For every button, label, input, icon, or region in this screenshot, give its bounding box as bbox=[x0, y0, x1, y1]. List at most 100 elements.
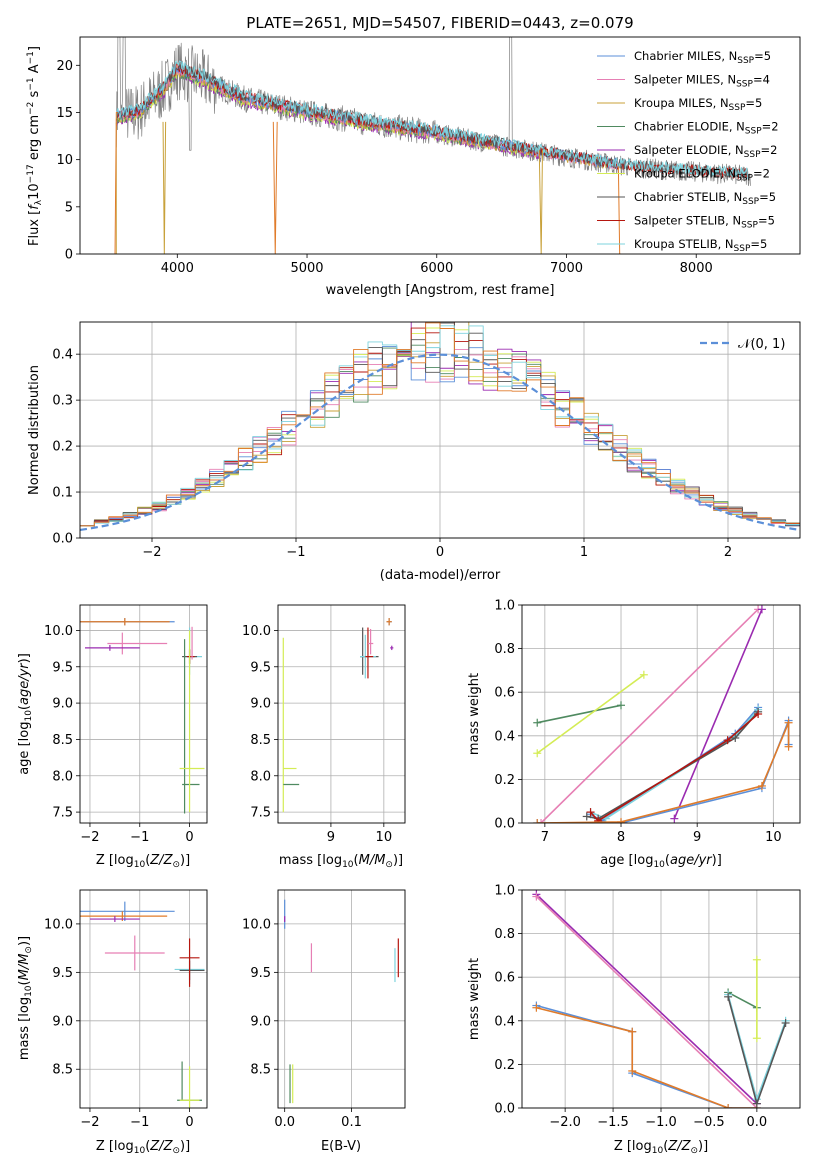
x-axis-label: Z [log10(Z/Z⊙)] bbox=[96, 1139, 190, 1156]
x-tick-label: −1.0 bbox=[645, 1115, 677, 1130]
panel-weight-vs-age: 7 8 9 10 0.0 0.2 0.4 0.6 0.8 1.0 age [log10(age/yr… bbox=[467, 599, 801, 870]
y-tick-label: 0 bbox=[65, 248, 73, 263]
y-tick-label: 7.5 bbox=[250, 806, 271, 821]
weight-line-orange bbox=[536, 1006, 757, 1108]
histogram-kroupa_stelib bbox=[80, 325, 800, 527]
y-tick-label: 10.0 bbox=[242, 917, 271, 932]
x-tick-label: 0.0 bbox=[747, 1115, 768, 1130]
plot-area bbox=[533, 605, 793, 823]
plot-area bbox=[80, 901, 205, 1108]
panel-weight-vs-Z: −2.0 −1.5 −1.0 −0.5 0.0 0.0 0.2 0.4 0.6 0.8 1.0 Z [… bbox=[467, 884, 801, 1156]
legend-entry: Chabrier MILES, NSSP=5 bbox=[634, 49, 771, 66]
y-tick-label: 8.5 bbox=[250, 733, 271, 748]
plot-area bbox=[80, 322, 800, 532]
x-tick-label: −2.0 bbox=[549, 1115, 581, 1130]
x-axis-label: Z [log10(Z/Z⊙)] bbox=[96, 853, 190, 870]
panel-spectrum: 4000 5000 6000 7000 8000 0 5 10 15 20 wavelength [… bbox=[26, 36, 801, 298]
grid bbox=[80, 890, 207, 1108]
legend-entry: Salpeter MILES, NSSP=4 bbox=[634, 73, 770, 90]
x-axis-label: age [log10(age/yr)] bbox=[600, 853, 722, 870]
y-axis-label: mass weight bbox=[467, 958, 482, 1040]
y-tick-label: 9.5 bbox=[250, 966, 271, 981]
panel-residuals: −2 −1 0 1 2 0.0 0.1 0.2 0.3 0.4 𝒩(0, 1) (data-model… bbox=[27, 321, 801, 583]
grid bbox=[278, 605, 405, 823]
x-axis-label: mass [log10(M/M⊙)] bbox=[279, 853, 403, 870]
x-tick-label: 7000 bbox=[550, 261, 583, 276]
plot-area bbox=[114, 37, 751, 254]
x-axis-label: (data-model)/error bbox=[380, 568, 501, 583]
x-tick-label: 0 bbox=[185, 1115, 193, 1130]
x-tick-label: 4000 bbox=[161, 261, 194, 276]
weight-line-salpeter_stelib bbox=[589, 713, 759, 822]
model-dropout bbox=[114, 111, 118, 254]
axes: −2 −1 0 1 2 0.0 0.1 0.2 0.3 0.4 𝒩(0, 1) (data-model… bbox=[27, 321, 801, 583]
x-tick-label: −2 bbox=[80, 1115, 99, 1130]
y-tick-label: 0.8 bbox=[494, 642, 515, 657]
y-tick-label: 8.0 bbox=[52, 769, 73, 784]
y-tick-label: 5 bbox=[65, 200, 73, 215]
weight-line-kroupa_elodie bbox=[536, 674, 645, 754]
legend-entry: Salpeter STELIB, NSSP=5 bbox=[634, 214, 775, 231]
panel-age-vs-Z: −2 −1 0 7.5 8.0 8.5 9.0 9.5 10.0 Z [log10(Z/Z⊙)] a… bbox=[17, 604, 208, 870]
y-axis-label: Flux [fλ10−17 erg cm−2 s−1 A−1] bbox=[26, 46, 44, 246]
y-axis-label: mass weight bbox=[467, 673, 482, 755]
axes: −2.0 −1.5 −1.0 −0.5 0.0 0.0 0.2 0.4 0.6 0.8 1.0 Z [… bbox=[467, 884, 801, 1156]
axes: −2 −1 0 8.5 9.0 9.5 10.0 Z [log10(Z/Z⊙)] mass [l… bbox=[17, 889, 208, 1156]
y-tick-label: 9.0 bbox=[250, 697, 271, 712]
y-tick-label: 9.0 bbox=[52, 1014, 73, 1029]
weight-line-chabrier_elodie bbox=[537, 704, 622, 724]
x-tick-label: 7 bbox=[541, 830, 549, 845]
axes-frame bbox=[521, 604, 801, 824]
y-axis-label: age [log10(age/yr)] bbox=[17, 653, 34, 775]
axes-frame bbox=[277, 604, 406, 824]
panel-mass-vs-Z: −2 −1 0 8.5 9.0 9.5 10.0 Z [log10(Z/Z⊙)] mass [l… bbox=[17, 889, 208, 1156]
panel-age-vs-mass: 9 10 7.5 8.0 8.5 9.0 9.5 10.0 mass [log10(M/M⊙)] bbox=[242, 604, 406, 870]
y-tick-label: 0.1 bbox=[52, 486, 73, 501]
axes-frame bbox=[79, 36, 801, 255]
x-tick-label: −0.5 bbox=[693, 1115, 725, 1130]
weight-line-salpeter_elodie bbox=[673, 609, 763, 819]
y-tick-label: 7.5 bbox=[52, 806, 73, 821]
y-tick-label: 10.0 bbox=[242, 624, 271, 639]
y-tick-label: 8.5 bbox=[52, 733, 73, 748]
x-tick-label: 10 bbox=[765, 830, 782, 845]
axes-frame bbox=[79, 889, 208, 1109]
x-axis-label: E(B-V) bbox=[321, 1139, 361, 1154]
axes-frame bbox=[79, 321, 801, 539]
axes: 0.0 0.1 8.5 9.0 9.5 10.0 E(B-V) bbox=[242, 889, 406, 1154]
weight-line-orange bbox=[537, 721, 790, 823]
x-tick-label: 9 bbox=[693, 830, 701, 845]
panel-mass-vs-ebv: 0.0 0.1 8.5 9.0 9.5 10.0 E(B-V) bbox=[242, 889, 406, 1154]
y-tick-label: 8.0 bbox=[250, 769, 271, 784]
x-axis-label: wavelength [Angstrom, rest frame] bbox=[326, 283, 555, 298]
y-tick-label: 0.2 bbox=[52, 440, 73, 455]
weight-line-chabrier_stelib bbox=[586, 711, 759, 820]
y-tick-label: 9.0 bbox=[250, 1014, 271, 1029]
axes: −2 −1 0 7.5 8.0 8.5 9.0 9.5 10.0 Z [log10(Z/Z⊙)] a… bbox=[17, 604, 208, 870]
y-tick-label: 0.0 bbox=[52, 532, 73, 547]
model-spectrum-kroupa_stelib bbox=[115, 60, 749, 180]
y-tick-label: 0.3 bbox=[52, 394, 73, 409]
model-dropout bbox=[272, 121, 278, 254]
x-tick-label: 0 bbox=[185, 830, 193, 845]
axes: 4000 5000 6000 7000 8000 0 5 10 15 20 wavelength [… bbox=[26, 36, 801, 298]
axes-frame bbox=[277, 889, 406, 1109]
y-tick-label: 0.6 bbox=[494, 971, 515, 986]
y-tick-label: 1.0 bbox=[494, 599, 515, 614]
figure-title: PLATE=2651, MJD=54507, FIBERID=0443, z=0… bbox=[246, 14, 633, 32]
x-tick-label: −2 bbox=[80, 830, 99, 845]
x-tick-label: −1 bbox=[130, 830, 149, 845]
weight-line-kroupa_stelib bbox=[590, 709, 759, 820]
y-tick-label: 0.8 bbox=[494, 927, 515, 942]
weight-line-chabrier_elodie bbox=[727, 991, 758, 1009]
y-tick-label: 9.5 bbox=[52, 660, 73, 675]
weight-line-salpeter_miles bbox=[540, 608, 759, 823]
y-tick-label: 0.4 bbox=[494, 729, 515, 744]
y-tick-label: 10.0 bbox=[44, 917, 73, 932]
x-tick-label: 0.1 bbox=[341, 1115, 362, 1130]
model-dropout bbox=[162, 121, 167, 254]
weight-line-chabrier_miles bbox=[590, 706, 759, 822]
x-tick-label: 0 bbox=[436, 545, 444, 560]
axes-frame bbox=[79, 604, 208, 824]
y-axis-label: mass [log10(M/M⊙)] bbox=[17, 936, 34, 1060]
